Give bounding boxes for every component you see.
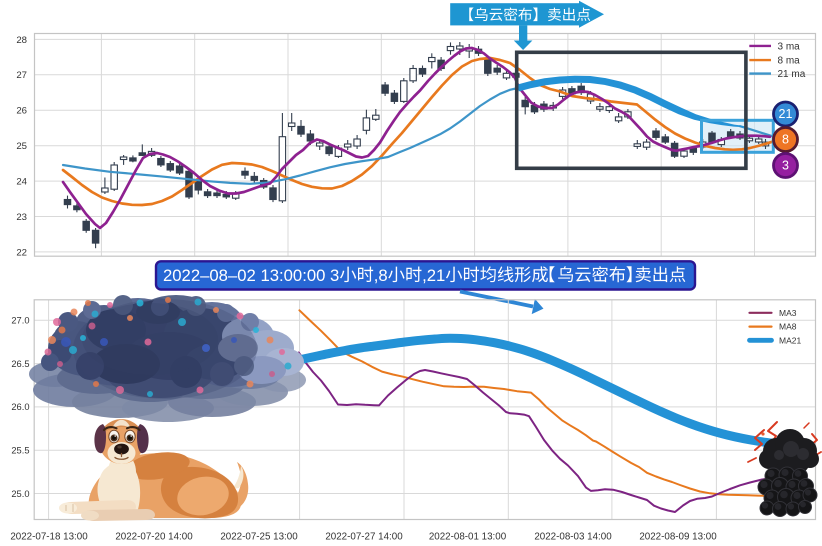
svg-text:2022-07-27 14:00: 2022-07-27 14:00	[325, 532, 403, 543]
svg-text:23: 23	[16, 212, 27, 223]
svg-text:22: 22	[16, 247, 27, 258]
svg-text:2022-07-20 14:00: 2022-07-20 14:00	[115, 532, 193, 543]
svg-text:21: 21	[779, 107, 793, 121]
svg-text:,21: ,21	[422, 266, 445, 285]
svg-text:25: 25	[16, 141, 27, 152]
svg-text:27: 27	[16, 70, 27, 81]
svg-text:2022–08–02 13:00:00 3: 2022–08–02 13:00:00 3	[163, 266, 339, 285]
svg-text:28: 28	[16, 35, 27, 46]
svg-text:21 ma: 21 ma	[778, 69, 806, 80]
svg-text:2022-07-25 13:00: 2022-07-25 13:00	[220, 532, 298, 543]
svg-text:3 ma: 3 ma	[778, 41, 801, 52]
svg-text:8 ma: 8 ma	[778, 56, 801, 67]
svg-text:8: 8	[782, 133, 789, 147]
svg-text:24: 24	[16, 177, 27, 188]
svg-text:27.0: 27.0	[11, 316, 29, 326]
svg-text:,8: ,8	[374, 266, 388, 285]
svg-text:MA8: MA8	[779, 322, 797, 332]
svg-text:2022-08-03 14:00: 2022-08-03 14:00	[534, 532, 612, 543]
svg-text:3: 3	[782, 159, 789, 173]
svg-text:26.0: 26.0	[11, 402, 29, 412]
svg-text:26.5: 26.5	[11, 359, 29, 369]
svg-text:25.5: 25.5	[11, 446, 29, 456]
svg-text:2022-07-18 13:00: 2022-07-18 13:00	[10, 532, 88, 543]
svg-text:26: 26	[16, 106, 27, 117]
svg-text:2022-08-09 13:00: 2022-08-09 13:00	[639, 532, 717, 543]
svg-text:2022-08-01 13:00: 2022-08-01 13:00	[429, 532, 507, 543]
svg-text:MA21: MA21	[779, 335, 801, 345]
svg-text:MA3: MA3	[779, 308, 797, 318]
svg-text:25.0: 25.0	[11, 489, 29, 499]
